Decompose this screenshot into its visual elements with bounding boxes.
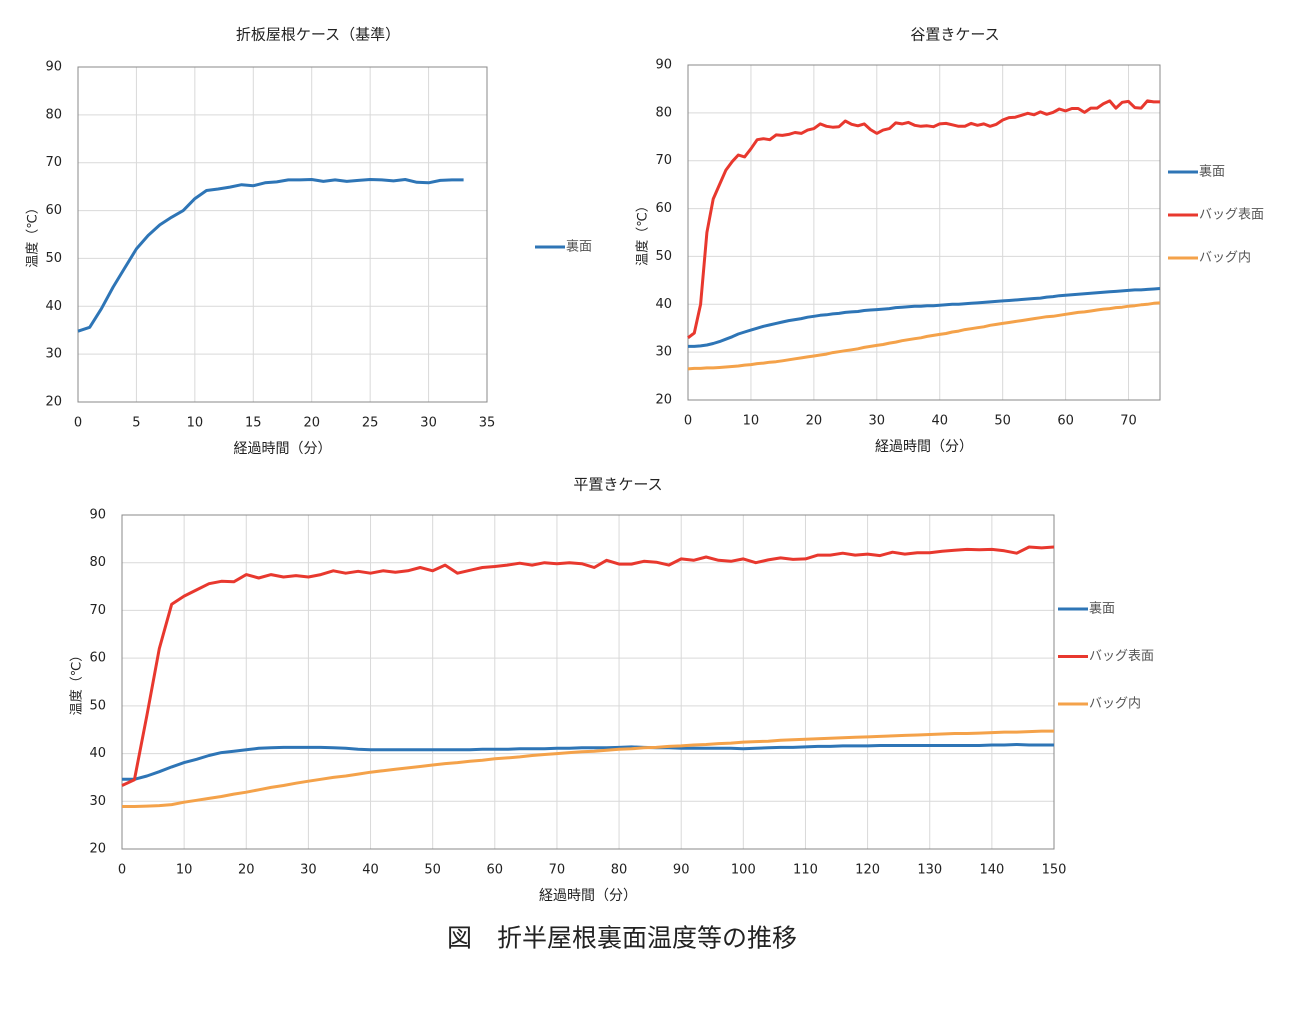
legend-label: 裏面: [1089, 602, 1115, 617]
chart-title: 平置きケース: [573, 476, 662, 494]
y-tick-label: 80: [89, 555, 106, 570]
x-axis-label: 経過時間（分）: [234, 441, 332, 457]
y-tick-label: 40: [45, 299, 62, 314]
y-tick-label: 70: [45, 155, 62, 170]
series-line: [121, 545, 1055, 787]
x-tick-label: 0: [74, 416, 82, 431]
series-line: [687, 99, 1160, 339]
series-line: [122, 743, 1054, 781]
series-line: [688, 287, 1161, 348]
chart-title: 折板屋根ケース（基準）: [236, 26, 400, 44]
legend-label: バッグ表面: [1199, 208, 1264, 223]
y-tick-label: 80: [655, 105, 672, 120]
x-tick-label: 60: [1057, 414, 1074, 429]
y-tick-label: 90: [89, 508, 106, 523]
legend-label: バッグ内: [1199, 250, 1251, 266]
y-axis-label: 温度（℃）: [69, 649, 85, 716]
y-axis-label: 温度（℃）: [25, 201, 41, 268]
x-tick-label: 0: [118, 863, 126, 878]
y-tick-label: 50: [45, 251, 62, 266]
legend-label: 裏面: [566, 240, 592, 255]
y-tick-label: 20: [45, 395, 62, 410]
x-tick-label: 70: [1120, 414, 1137, 429]
y-tick-label: 40: [89, 746, 106, 761]
x-tick-label: 25: [362, 416, 379, 431]
series-line: [687, 301, 1161, 371]
series-line: [122, 729, 1054, 808]
x-tick-label: 0: [684, 414, 692, 429]
y-tick-label: 70: [89, 603, 106, 618]
x-tick-label: 140: [979, 863, 1004, 878]
y-tick-label: 30: [655, 345, 672, 360]
x-tick-label: 10: [176, 863, 193, 878]
chart-title: 谷置きケース: [910, 26, 999, 44]
x-tick-label: 30: [420, 416, 437, 431]
x-axis-label: 経過時間（分）: [539, 888, 637, 904]
x-tick-label: 30: [869, 414, 886, 429]
x-tick-label: 40: [362, 863, 379, 878]
x-tick-label: 50: [994, 414, 1011, 429]
legend-label: バッグ表面: [1089, 649, 1154, 664]
x-tick-label: 20: [303, 416, 320, 431]
y-tick-label: 50: [655, 249, 672, 264]
series-line: [77, 178, 464, 333]
x-tick-label: 20: [238, 863, 255, 878]
x-tick-label: 70: [549, 863, 566, 878]
y-tick-label: 90: [655, 58, 672, 73]
x-tick-label: 10: [187, 416, 204, 431]
y-tick-label: 60: [89, 651, 106, 666]
y-tick-label: 70: [655, 153, 672, 168]
y-tick-label: 30: [45, 347, 62, 362]
x-tick-label: 90: [673, 863, 690, 878]
y-tick-label: 40: [655, 297, 672, 312]
x-tick-label: 20: [806, 414, 823, 429]
x-tick-label: 10: [743, 414, 760, 429]
x-axis-label: 経過時間（分）: [875, 439, 973, 455]
legend-label: バッグ内: [1089, 696, 1141, 712]
x-tick-label: 35: [479, 416, 496, 431]
x-tick-label: 120: [855, 863, 880, 878]
x-tick-label: 150: [1042, 863, 1067, 878]
plot-border: [121, 514, 1055, 850]
y-tick-label: 50: [89, 698, 106, 713]
x-tick-label: 30: [300, 863, 317, 878]
y-tick-label: 20: [89, 842, 106, 857]
caption: 図 折半屋根裏面温度等の推移: [447, 924, 797, 953]
y-tick-label: 80: [45, 107, 62, 122]
y-tick-label: 30: [89, 794, 106, 809]
x-tick-label: 5: [132, 416, 140, 431]
x-tick-label: 130: [917, 863, 942, 878]
y-tick-label: 60: [655, 201, 672, 216]
y-tick-label: 60: [45, 203, 62, 218]
x-tick-label: 15: [245, 416, 262, 431]
plot-border: [687, 64, 1161, 401]
y-axis-label: 温度（℃）: [635, 199, 651, 266]
x-tick-label: 40: [931, 414, 948, 429]
x-tick-label: 50: [424, 863, 441, 878]
x-tick-label: 60: [487, 863, 504, 878]
legend-label: 裏面: [1199, 165, 1225, 180]
plot-border: [77, 66, 488, 403]
x-tick-label: 110: [793, 863, 818, 878]
y-tick-label: 90: [45, 60, 62, 75]
x-tick-label: 100: [731, 863, 756, 878]
x-tick-label: 80: [611, 863, 628, 878]
y-tick-label: 20: [655, 393, 672, 408]
